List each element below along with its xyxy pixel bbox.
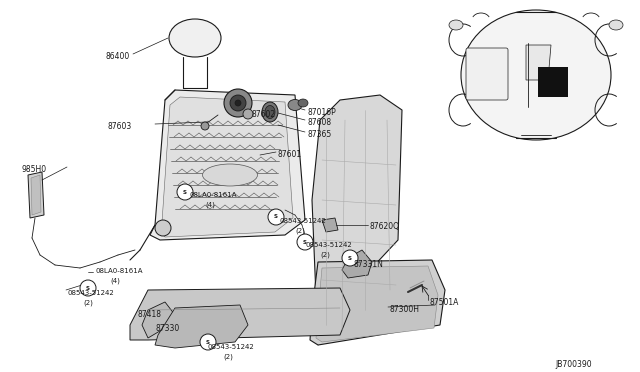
Polygon shape <box>142 302 175 338</box>
Text: 87608: 87608 <box>308 118 332 127</box>
Text: 08543-51242: 08543-51242 <box>280 218 327 224</box>
Circle shape <box>342 250 358 266</box>
Text: 87501A: 87501A <box>430 298 460 307</box>
Text: (2): (2) <box>83 300 93 307</box>
Text: 985H0: 985H0 <box>22 165 47 174</box>
Polygon shape <box>310 260 445 345</box>
Text: (2): (2) <box>320 252 330 259</box>
Text: 08LA0-8161A: 08LA0-8161A <box>95 268 143 274</box>
Circle shape <box>80 280 96 296</box>
Text: 87300H: 87300H <box>390 305 420 314</box>
Text: S: S <box>274 215 278 219</box>
Circle shape <box>201 122 209 130</box>
Text: JB700390: JB700390 <box>555 360 591 369</box>
Circle shape <box>268 209 284 225</box>
Polygon shape <box>130 288 350 340</box>
Ellipse shape <box>461 10 611 140</box>
Text: 87330: 87330 <box>155 324 179 333</box>
Text: 87016P: 87016P <box>308 108 337 117</box>
Circle shape <box>235 100 241 106</box>
Polygon shape <box>158 97 293 237</box>
Ellipse shape <box>262 102 278 122</box>
Text: 87331N: 87331N <box>353 260 383 269</box>
Circle shape <box>297 234 313 250</box>
Circle shape <box>224 89 252 117</box>
Text: 08543-51242: 08543-51242 <box>208 344 255 350</box>
Text: 08543-51242: 08543-51242 <box>305 242 352 248</box>
Text: 08LA0-8161A: 08LA0-8161A <box>190 192 237 198</box>
Circle shape <box>177 184 193 200</box>
Polygon shape <box>316 266 438 342</box>
Polygon shape <box>312 95 402 345</box>
Text: 87620Q: 87620Q <box>370 222 400 231</box>
Circle shape <box>155 220 171 236</box>
Text: (4): (4) <box>205 202 215 208</box>
Text: S: S <box>86 285 90 291</box>
Text: (2): (2) <box>295 228 305 234</box>
Polygon shape <box>28 172 44 218</box>
Ellipse shape <box>609 20 623 30</box>
Text: S: S <box>348 256 352 260</box>
Ellipse shape <box>169 19 221 57</box>
Polygon shape <box>342 250 372 278</box>
Circle shape <box>200 334 216 350</box>
Text: (4): (4) <box>110 278 120 285</box>
Text: S: S <box>206 340 210 344</box>
Text: 08543-51242: 08543-51242 <box>68 290 115 296</box>
Text: S: S <box>303 240 307 244</box>
Bar <box>538 67 568 97</box>
Text: 86400: 86400 <box>105 52 129 61</box>
Ellipse shape <box>265 106 275 119</box>
Circle shape <box>230 95 246 111</box>
Polygon shape <box>155 305 248 348</box>
Text: 87365: 87365 <box>308 130 332 139</box>
Text: 87601: 87601 <box>278 150 302 159</box>
Polygon shape <box>31 175 41 215</box>
Polygon shape <box>526 45 551 80</box>
Text: 87603: 87603 <box>108 122 132 131</box>
Polygon shape <box>322 218 338 232</box>
Polygon shape <box>150 90 305 240</box>
Text: 87418: 87418 <box>138 310 162 319</box>
Text: (2): (2) <box>223 354 233 360</box>
Text: 87602: 87602 <box>252 110 276 119</box>
FancyBboxPatch shape <box>466 48 508 100</box>
Ellipse shape <box>298 99 308 107</box>
Ellipse shape <box>449 20 463 30</box>
Circle shape <box>243 109 253 119</box>
Ellipse shape <box>202 164 257 186</box>
Text: S: S <box>183 189 187 195</box>
Ellipse shape <box>288 99 302 110</box>
